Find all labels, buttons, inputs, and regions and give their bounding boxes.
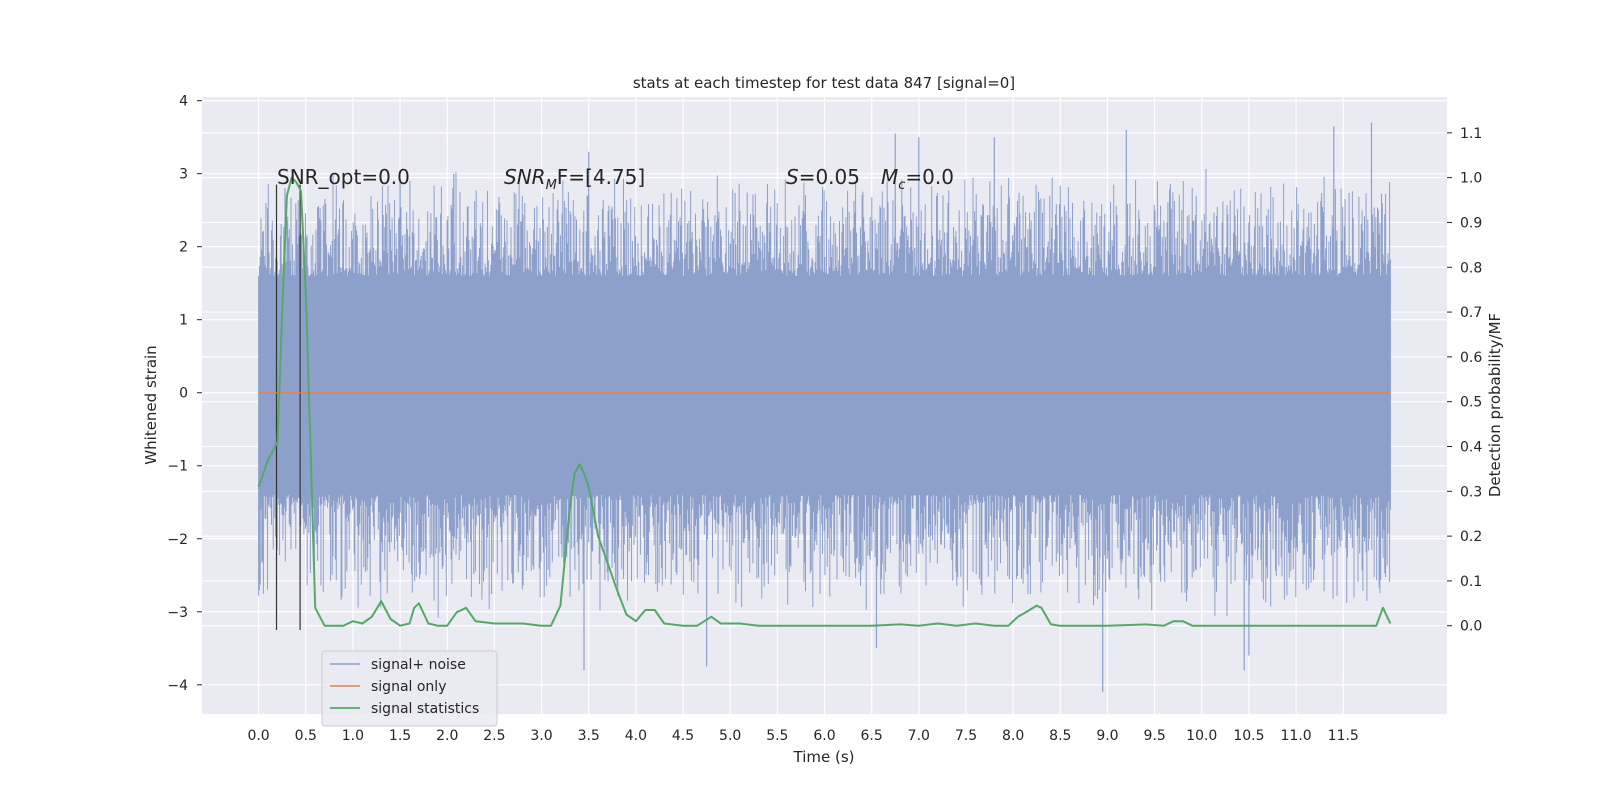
annotation-snr-opt: SNR_opt=0.0 [277, 165, 410, 189]
x-tick-label: 4.0 [625, 728, 647, 744]
y-axis-label-left: Whitened strain [142, 345, 160, 464]
snr-mf-suffix: F=[4.75] [557, 165, 645, 189]
x-tick-label: 2.5 [483, 728, 505, 744]
mc-symbol: M [881, 165, 898, 189]
mc-sub: c [898, 178, 905, 193]
x-tick-label: 10.0 [1186, 728, 1217, 744]
x-axis-label: Time (s) [793, 748, 855, 766]
x-tick-label: 3.5 [578, 728, 600, 744]
y-tick-label-right: 0.4 [1460, 439, 1482, 455]
x-tick-label: 0.0 [247, 728, 269, 744]
y-axis-label-right: Detection probability/MF [1486, 313, 1504, 497]
s-symbol: S [786, 165, 799, 189]
x-tick-label: 8.0 [1002, 728, 1024, 744]
x-tick-label: 3.0 [530, 728, 552, 744]
x-tick-label: 4.5 [672, 728, 694, 744]
y-tick-label-left: 3 [179, 167, 188, 183]
y-tick-label-right: 0.9 [1460, 215, 1482, 231]
snr-mf-sub: M [546, 178, 557, 193]
legend-label-signal-statistics: signal statistics [371, 701, 479, 717]
annotation-snr-mf: SNRMF=[4.75] [504, 165, 645, 193]
x-tick-label: 11.0 [1281, 728, 1312, 744]
x-tick-label: 5.0 [719, 728, 741, 744]
y-tick-label-right: 0.8 [1460, 260, 1482, 276]
x-tick-label: 7.0 [908, 728, 930, 744]
y-tick-label-right: 0.5 [1460, 395, 1482, 411]
x-tick-label: 9.0 [1096, 728, 1118, 744]
noise-peak-spikes [284, 122, 1373, 693]
tick-labels: 0.0 0.5 1.0 1.5 2.0 2.5 3.0 3.5 4.0 4.5 5.0 5.5 6.0 6… [167, 94, 1482, 744]
x-tick-label: 8.5 [1049, 728, 1071, 744]
mc-value: =0.0 [905, 165, 954, 189]
x-tick-label: 6.5 [861, 728, 883, 744]
y-tick-label-right: 0.0 [1460, 619, 1482, 635]
x-tick-label: 5.5 [766, 728, 788, 744]
y-tick-label-left: 1 [179, 313, 188, 329]
y-tick-label-right: 1.0 [1460, 171, 1482, 187]
x-tick-label: 10.5 [1233, 728, 1264, 744]
y-tick-label-left: −4 [167, 678, 188, 694]
y-tick-label-left: 2 [179, 240, 188, 256]
chart-title: stats at each timestep for test data 847… [633, 74, 1015, 92]
y-tick-label-left: −3 [167, 605, 188, 621]
annotation-s: S=0.05 [786, 165, 860, 189]
s-value: =0.05 [799, 165, 860, 189]
x-tick-label: 2.0 [436, 728, 458, 744]
y-tick-label-right: 0.6 [1460, 350, 1482, 366]
y-tick-label-right: 1.1 [1460, 126, 1482, 142]
y-tick-label-right: 0.1 [1460, 574, 1482, 590]
y-tick-label-left: 0 [179, 386, 188, 402]
x-tick-label: 0.5 [295, 728, 317, 744]
noise-spikes [258, 169, 1391, 618]
vertical-markers [275, 184, 301, 631]
legend: signal+ noise signal only signal statist… [321, 650, 498, 727]
x-tick-label: 1.5 [389, 728, 411, 744]
y-tick-label-right: 0.2 [1460, 529, 1482, 545]
y-tick-label-left: −2 [167, 532, 188, 548]
series-lines [257, 176, 1392, 627]
noise-band [258, 122, 1391, 693]
legend-box [321, 650, 498, 727]
signal-statistics-line [257, 176, 1392, 627]
legend-label-signal-only: signal only [371, 679, 446, 695]
y-tick-label-left: 4 [179, 94, 188, 110]
y-tick-label-right: 0.7 [1460, 305, 1482, 321]
y-tick-label-right: 0.3 [1460, 484, 1482, 500]
x-tick-label: 6.0 [813, 728, 835, 744]
annotation-mc: Mc=0.0 [881, 165, 954, 193]
legend-label-signal-noise: signal+ noise [371, 657, 466, 673]
y-tick-label-left: −1 [167, 459, 188, 475]
x-tick-label: 11.5 [1328, 728, 1359, 744]
x-tick-label: 7.5 [955, 728, 977, 744]
x-tick-label: 9.5 [1143, 728, 1165, 744]
x-tick-label: 1.0 [342, 728, 364, 744]
snr-mf-prefix: SNR [504, 165, 546, 189]
